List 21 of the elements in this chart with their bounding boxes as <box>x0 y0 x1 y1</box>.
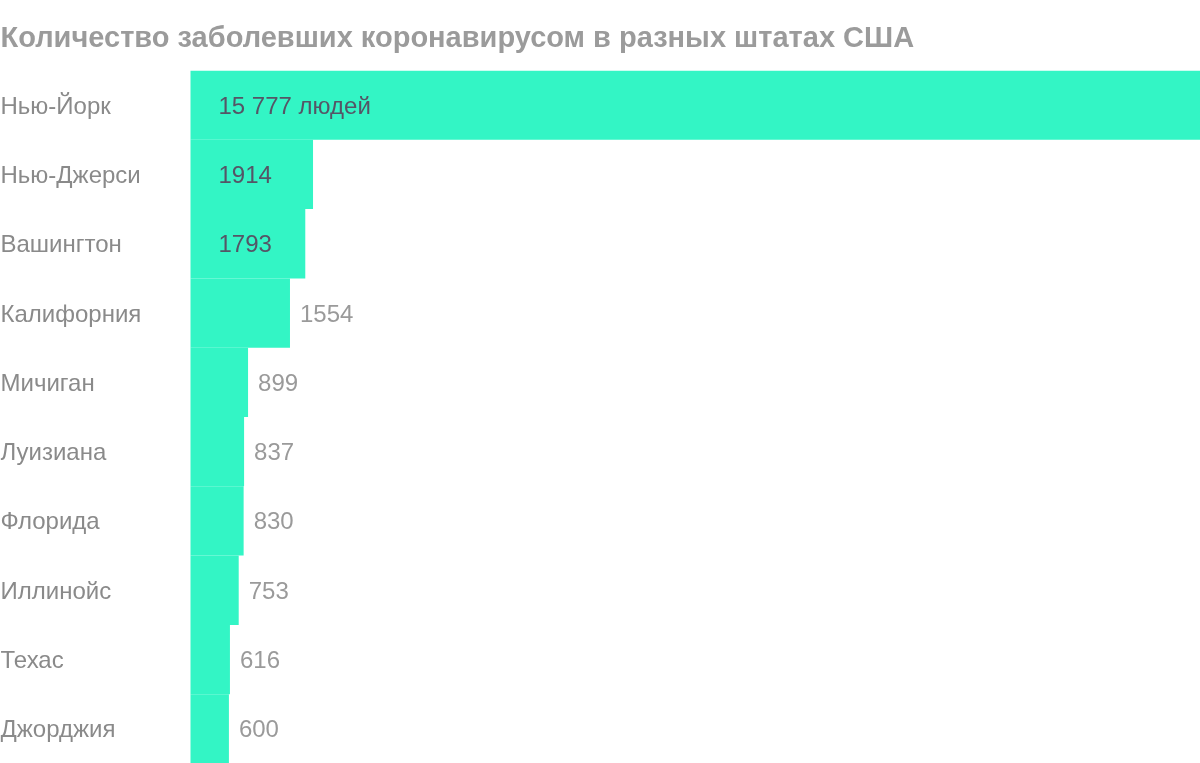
data-label: 753 <box>248 576 289 604</box>
data-label: 616 <box>239 646 280 674</box>
y-tick-label: Мичиган <box>0 368 95 396</box>
y-tick-label: Нью-Йорк <box>0 91 112 119</box>
y-tick-label: Вашингтон <box>0 230 122 258</box>
data-label: 600 <box>238 715 279 743</box>
y-tick-label: Иллинойс <box>0 576 112 604</box>
data-label: 1914 <box>218 160 272 188</box>
y-tick-label: Флорида <box>0 507 101 535</box>
data-label: 1554 <box>299 299 354 327</box>
data-label: 830 <box>253 507 294 535</box>
y-tick-label: Нью-Джерси <box>0 160 141 188</box>
data-label: 899 <box>258 368 299 396</box>
y-tick-label: Техас <box>0 646 64 674</box>
y-tick-label: Калифорния <box>0 299 142 327</box>
data-label: 15 777 людей <box>218 91 371 119</box>
data-label: 837 <box>254 438 295 466</box>
y-tick-label: Джорджия <box>0 715 116 743</box>
data-label: 1793 <box>218 230 272 258</box>
chart-title: Количество заболевших коронавирусом в разных штатах США <box>0 20 915 53</box>
y-tick-label: Луизиана <box>0 438 107 466</box>
